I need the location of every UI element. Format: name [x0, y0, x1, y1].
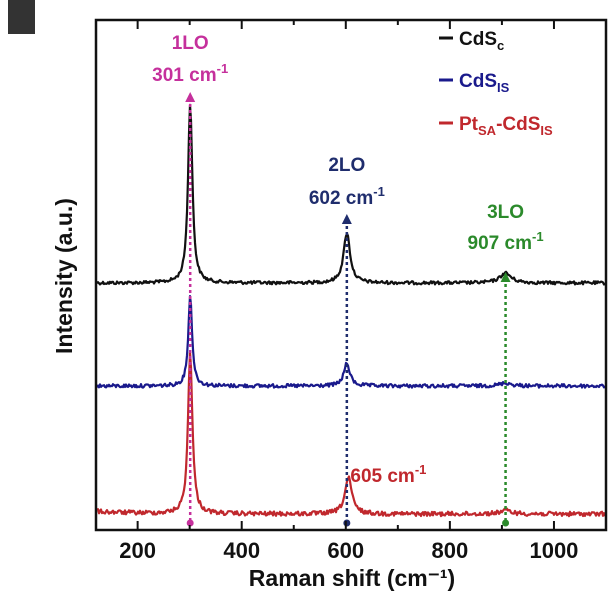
guide-arrow-1 [341, 214, 352, 224]
x-tick-label: 200 [119, 538, 156, 563]
legend-entry-2: PtSA-CdSIS [459, 114, 553, 138]
x-tick-label: 400 [223, 538, 260, 563]
peak-label-3lo: 3LO [487, 202, 524, 223]
peak-value-1lo: 301 cm-1 [152, 61, 228, 86]
guide-dot-2 [502, 519, 510, 527]
x-axis-title: Raman shift (cm⁻¹) [249, 565, 455, 591]
spectrum-line-1 [96, 295, 606, 389]
x-tick-label: 1000 [529, 538, 578, 563]
legend-entry-0: CdSc [459, 29, 504, 53]
peak-value-2lo: 602 cm-1 [309, 184, 385, 209]
legend-entry-1: CdSIS [459, 71, 510, 95]
panel-marker [8, 0, 35, 34]
spectrum-line-2 [96, 351, 607, 518]
guide-arrow-2 [500, 272, 511, 282]
guide-dot-0 [186, 519, 194, 527]
peak-value-3lo: 907 cm-1 [468, 229, 544, 254]
peak-label-1lo: 1LO [172, 33, 209, 54]
guide-arrow-0 [185, 92, 196, 102]
peak-label-2lo: 2LO [328, 155, 365, 176]
guide-dot-1 [343, 519, 351, 527]
peak-value-shifted: 605 cm-1 [350, 462, 426, 487]
plot-frame [94, 18, 608, 532]
spectrum-line-0 [96, 103, 606, 286]
x-tick-label: 600 [327, 538, 364, 563]
x-tick-label: 800 [432, 538, 469, 563]
y-axis-title: Intensity (a.u.) [51, 198, 77, 354]
